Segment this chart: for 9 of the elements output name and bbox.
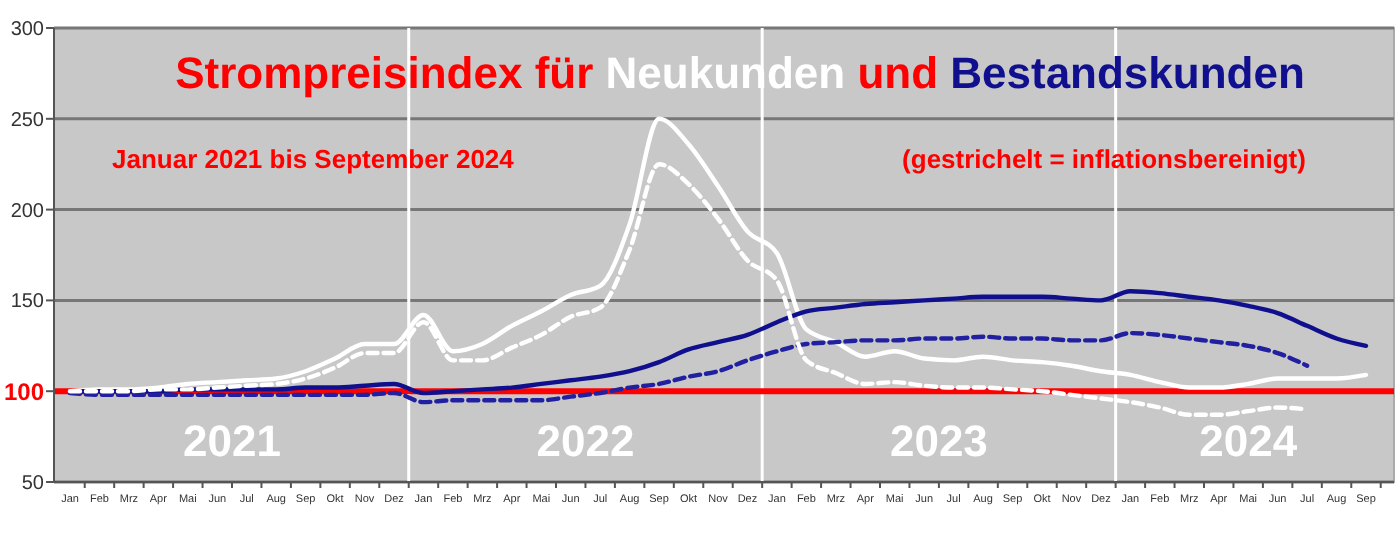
text: Januar 2021 bis September 2024	[112, 144, 516, 174]
y-tick-label: 200	[10, 200, 45, 223]
annotation: (gestrichelt = inflationsbereinigt)	[902, 144, 1306, 174]
line-series	[67, 330, 1310, 405]
y-tick-label: 150	[10, 291, 45, 314]
y-tick-label: 300	[10, 19, 45, 41]
y-tick-label: 250	[10, 109, 45, 132]
y-tick-label: 50	[21, 473, 45, 495]
y-tick-label: 100	[3, 377, 45, 406]
